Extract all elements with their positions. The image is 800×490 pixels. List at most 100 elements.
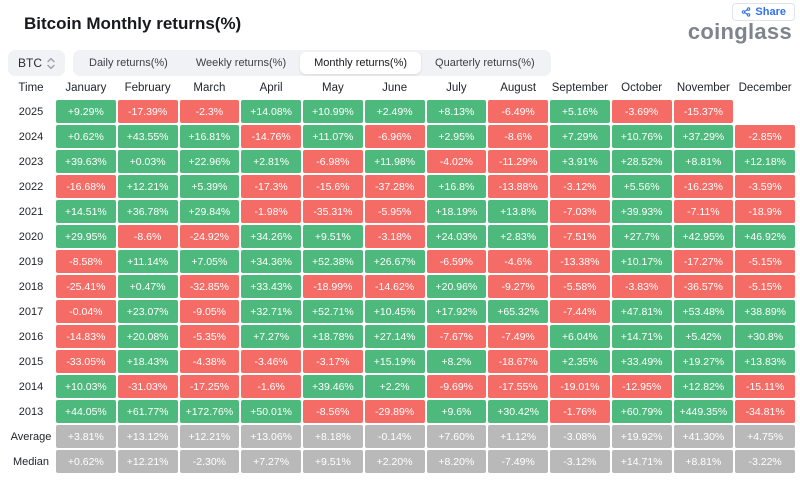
return-cell: +2.95%: [426, 125, 487, 148]
return-cell: +11.07%: [303, 125, 363, 148]
column-header-october: October: [611, 78, 672, 98]
row-label-average: Average: [8, 425, 54, 448]
return-cell: -19.01%: [550, 375, 610, 398]
coin-selector[interactable]: BTC: [8, 50, 65, 76]
return-cell: +3.91%: [550, 150, 610, 173]
return-cell: +10.03%: [56, 375, 116, 398]
return-cell: +8.81%: [673, 450, 734, 473]
return-cell: -3.08%: [550, 425, 610, 448]
return-cell: +14.51%: [56, 200, 116, 223]
return-cell: -3.83%: [611, 275, 672, 298]
tab-daily-returns[interactable]: Daily returns(%): [75, 52, 182, 74]
return-cell: +37.29%: [673, 125, 734, 148]
return-cell: +34.36%: [241, 250, 301, 273]
return-cell: -7.49%: [488, 325, 548, 348]
return-cell: +15.19%: [364, 350, 425, 373]
share-icon: [741, 7, 751, 17]
return-cell: -15.37%: [673, 100, 734, 123]
return-cell: +18.78%: [303, 325, 363, 348]
return-cell: +2.81%: [241, 150, 301, 173]
return-cell: -8.56%: [303, 400, 363, 423]
return-cell: -1.76%: [550, 400, 610, 423]
row-label-2017: 2017: [8, 300, 54, 323]
return-cell: +10.17%: [611, 250, 672, 273]
return-cell: +32.71%: [241, 300, 301, 323]
tab-weekly-returns[interactable]: Weekly returns(%): [182, 52, 300, 74]
return-cell: +39.93%: [611, 200, 672, 223]
tab-monthly-returns[interactable]: Monthly returns(%): [300, 52, 422, 74]
return-cell: +12.18%: [735, 150, 795, 173]
return-cell: +27.7%: [611, 225, 672, 248]
return-cell: +9.6%: [426, 400, 487, 423]
column-header-november: November: [673, 78, 734, 98]
return-cell: -32.85%: [179, 275, 240, 298]
return-cell: -18.99%: [303, 275, 363, 298]
return-cell: -5.15%: [735, 250, 795, 273]
row-label-2021: 2021: [8, 200, 54, 223]
return-cell: +18.43%: [117, 350, 178, 373]
return-cell: +61.77%: [117, 400, 178, 423]
return-cell: +13.83%: [735, 350, 795, 373]
return-cell: -18.67%: [488, 350, 548, 373]
return-cell: -1.6%: [241, 375, 301, 398]
column-header-june: June: [364, 78, 425, 98]
return-cell: +52.38%: [303, 250, 363, 273]
return-cell: -6.49%: [488, 100, 548, 123]
return-cell: -6.98%: [303, 150, 363, 173]
return-cell: -24.92%: [179, 225, 240, 248]
share-button[interactable]: Share: [732, 3, 795, 21]
return-cell: -17.3%: [241, 175, 301, 198]
return-cell: +43.55%: [117, 125, 178, 148]
row-label-2020: 2020: [8, 225, 54, 248]
return-cell: +19.92%: [611, 425, 672, 448]
return-cell: -17.27%: [673, 250, 734, 273]
return-cell: -12.95%: [611, 375, 672, 398]
return-cell: -15.11%: [735, 375, 795, 398]
return-cell: +10.76%: [611, 125, 672, 148]
return-cell: +47.81%: [611, 300, 672, 323]
return-cell: +2.20%: [364, 450, 425, 473]
return-cell: +7.29%: [550, 125, 610, 148]
return-cell: -8.6%: [117, 225, 178, 248]
return-cell: -3.12%: [550, 450, 610, 473]
return-cell: -29.89%: [364, 400, 425, 423]
return-cell: +11.14%: [117, 250, 178, 273]
return-cell: -2.3%: [179, 100, 240, 123]
return-cell: -3.59%: [735, 175, 795, 198]
return-cell: -3.22%: [735, 450, 795, 473]
return-cell: -2.30%: [179, 450, 240, 473]
return-cell: -3.69%: [611, 100, 672, 123]
return-cell: -4.02%: [426, 150, 487, 173]
return-cell: -3.17%: [303, 350, 363, 373]
column-header-march: March: [179, 78, 240, 98]
return-cell: +9.29%: [56, 100, 116, 123]
return-cell: +23.07%: [117, 300, 178, 323]
return-cell: +19.27%: [673, 350, 734, 373]
return-cell: +52.71%: [303, 300, 363, 323]
return-cell: +10.99%: [303, 100, 363, 123]
return-cell: +0.03%: [117, 150, 178, 173]
return-cell: +2.35%: [550, 350, 610, 373]
return-cell: -6.59%: [426, 250, 487, 273]
return-cell: +33.43%: [241, 275, 301, 298]
return-cell: +13.8%: [488, 200, 548, 223]
return-cell: -9.27%: [488, 275, 548, 298]
return-cell: -14.62%: [364, 275, 425, 298]
column-header-august: August: [488, 78, 548, 98]
return-cell: +3.81%: [56, 425, 116, 448]
return-cell: +7.27%: [241, 450, 301, 473]
tab-quarterly-returns[interactable]: Quarterly returns(%): [421, 52, 549, 74]
row-label-2019: 2019: [8, 250, 54, 273]
return-cell: +12.82%: [673, 375, 734, 398]
return-cell: -6.96%: [364, 125, 425, 148]
return-cell: -31.03%: [117, 375, 178, 398]
return-cell: +8.2%: [426, 350, 487, 373]
row-label-2022: 2022: [8, 175, 54, 198]
return-cell: +16.8%: [426, 175, 487, 198]
row-label-2016: 2016: [8, 325, 54, 348]
return-cell: -0.04%: [56, 300, 116, 323]
return-cell: -0.14%: [364, 425, 425, 448]
return-cell: +50.01%: [241, 400, 301, 423]
return-cell: +30.8%: [735, 325, 795, 348]
